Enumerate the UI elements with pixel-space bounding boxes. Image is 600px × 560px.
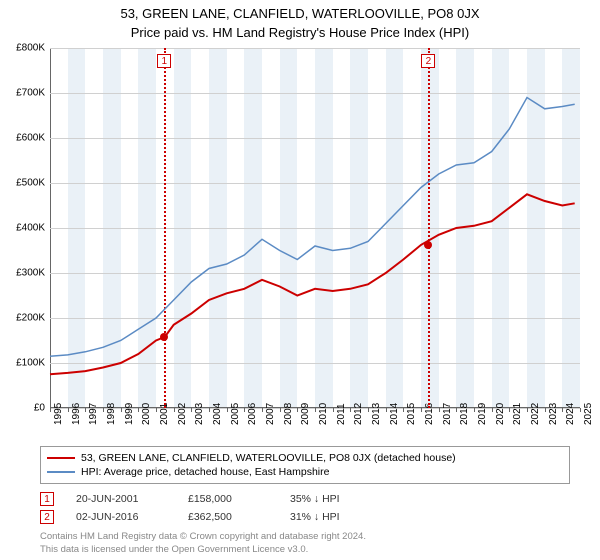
xtick-mark <box>562 408 563 412</box>
xtick-label: 2025 <box>583 403 594 425</box>
xtick-mark <box>421 408 422 412</box>
xtick-mark <box>280 408 281 412</box>
sale-date-1: 20-JUN-2001 <box>76 493 166 505</box>
sale-row-1: 1 20-JUN-2001 £158,000 35% ↓ HPI <box>40 490 400 508</box>
xtick-mark <box>545 408 546 412</box>
xtick-mark <box>191 408 192 412</box>
sale-row-2: 2 02-JUN-2016 £362,500 31% ↓ HPI <box>40 508 400 526</box>
xtick-mark <box>509 408 510 412</box>
sales-table: 1 20-JUN-2001 £158,000 35% ↓ HPI 2 02-JU… <box>40 490 400 526</box>
xtick-mark <box>50 408 51 412</box>
ytick-label: £400K <box>0 223 45 234</box>
xtick-mark <box>85 408 86 412</box>
series-property <box>50 194 575 374</box>
xtick-mark <box>209 408 210 412</box>
title-subtitle: Price paid vs. HM Land Registry's House … <box>0 25 600 40</box>
xtick-mark <box>174 408 175 412</box>
xtick-mark <box>227 408 228 412</box>
chart-title-block: 53, GREEN LANE, CLANFIELD, WATERLOOVILLE… <box>0 0 600 40</box>
title-address: 53, GREEN LANE, CLANFIELD, WATERLOOVILLE… <box>0 6 600 21</box>
xtick-mark <box>315 408 316 412</box>
xtick-mark <box>386 408 387 412</box>
xtick-mark <box>527 408 528 412</box>
sale-date-2: 02-JUN-2016 <box>76 511 166 523</box>
series-hpi <box>50 98 575 357</box>
xtick-mark <box>333 408 334 412</box>
sale-pct-1: 35% ↓ HPI <box>290 493 400 505</box>
xtick-mark <box>439 408 440 412</box>
xtick-mark <box>156 408 157 412</box>
footer-line1: Contains HM Land Registry data © Crown c… <box>40 531 366 543</box>
xtick-mark <box>121 408 122 412</box>
legend-row-property: 53, GREEN LANE, CLANFIELD, WATERLOOVILLE… <box>47 451 563 465</box>
xtick-mark <box>138 408 139 412</box>
ytick-label: £700K <box>0 88 45 99</box>
xtick-mark <box>244 408 245 412</box>
sale-price-1: £158,000 <box>188 493 268 505</box>
xtick-mark <box>492 408 493 412</box>
ytick-label: £300K <box>0 268 45 279</box>
ytick-label: £600K <box>0 133 45 144</box>
legend: 53, GREEN LANE, CLANFIELD, WATERLOOVILLE… <box>40 446 570 484</box>
ytick-label: £0 <box>0 403 45 414</box>
ytick-label: £100K <box>0 358 45 369</box>
xtick-mark <box>368 408 369 412</box>
legend-swatch-property <box>47 457 75 459</box>
xtick-mark <box>103 408 104 412</box>
legend-row-hpi: HPI: Average price, detached house, East… <box>47 465 563 479</box>
footer-line2: This data is licensed under the Open Gov… <box>40 544 366 556</box>
chart-plot-area: £0£100K£200K£300K£400K£500K£600K£700K£80… <box>50 48 580 408</box>
legend-swatch-hpi <box>47 471 75 473</box>
ytick-label: £800K <box>0 43 45 54</box>
footer-attribution: Contains HM Land Registry data © Crown c… <box>40 531 366 556</box>
xtick-mark <box>350 408 351 412</box>
ytick-label: £200K <box>0 313 45 324</box>
legend-label-hpi: HPI: Average price, detached house, East… <box>81 466 329 478</box>
xtick-mark <box>580 408 581 412</box>
chart-lines <box>50 48 580 408</box>
xtick-mark <box>403 408 404 412</box>
sale-price-2: £362,500 <box>188 511 268 523</box>
legend-label-property: 53, GREEN LANE, CLANFIELD, WATERLOOVILLE… <box>81 452 456 464</box>
xtick-mark <box>297 408 298 412</box>
sale-pct-2: 31% ↓ HPI <box>290 511 400 523</box>
xtick-mark <box>262 408 263 412</box>
xtick-mark <box>456 408 457 412</box>
xtick-mark <box>68 408 69 412</box>
sale-marker-1: 1 <box>40 492 54 506</box>
ytick-label: £500K <box>0 178 45 189</box>
sale-marker-2: 2 <box>40 510 54 524</box>
xtick-mark <box>474 408 475 412</box>
